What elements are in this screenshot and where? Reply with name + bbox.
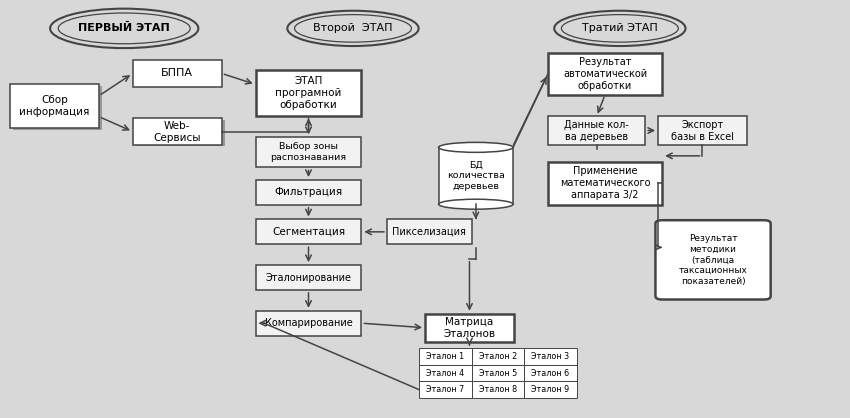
Text: Фильтрация: Фильтрация	[275, 187, 343, 197]
FancyBboxPatch shape	[14, 86, 102, 130]
Text: Тратий ЭТАП: Тратий ЭТАП	[582, 23, 658, 33]
FancyBboxPatch shape	[472, 365, 524, 381]
Text: Второй  ЭТАП: Второй ЭТАП	[314, 23, 393, 33]
FancyBboxPatch shape	[425, 314, 514, 342]
Text: Эталон 7: Эталон 7	[426, 385, 464, 394]
FancyBboxPatch shape	[548, 162, 662, 205]
FancyBboxPatch shape	[548, 116, 645, 145]
Text: Эталон 2: Эталон 2	[479, 352, 517, 361]
FancyBboxPatch shape	[419, 381, 472, 398]
Text: Экспорт
базы в Excel: Экспорт базы в Excel	[671, 120, 734, 142]
FancyBboxPatch shape	[524, 348, 576, 365]
Text: Эталон 3: Эталон 3	[531, 352, 570, 361]
Text: Сегментация: Сегментация	[272, 227, 345, 237]
Text: БППА: БППА	[162, 69, 193, 79]
FancyBboxPatch shape	[419, 348, 472, 365]
Text: Результат
автоматической
обработки: Результат автоматической обработки	[563, 57, 647, 91]
FancyBboxPatch shape	[472, 381, 524, 398]
FancyBboxPatch shape	[524, 381, 576, 398]
FancyBboxPatch shape	[256, 311, 361, 336]
FancyBboxPatch shape	[133, 60, 222, 87]
Text: Эталон 5: Эталон 5	[479, 369, 517, 377]
Text: Выбор зоны
распознавания: Выбор зоны распознавания	[270, 143, 347, 162]
Text: Эталон 4: Эталон 4	[426, 369, 464, 377]
FancyBboxPatch shape	[256, 219, 361, 244]
Polygon shape	[439, 148, 513, 204]
Text: БД
количества
деревьев: БД количества деревьев	[447, 161, 505, 191]
Text: Эталон 8: Эталон 8	[479, 385, 517, 394]
FancyBboxPatch shape	[419, 365, 472, 381]
Text: Эталон 9: Эталон 9	[531, 385, 570, 394]
FancyBboxPatch shape	[658, 116, 747, 145]
FancyBboxPatch shape	[548, 53, 662, 95]
Text: Матрица
Эталонов: Матрица Эталонов	[444, 317, 496, 339]
FancyBboxPatch shape	[655, 220, 771, 300]
FancyBboxPatch shape	[387, 219, 472, 244]
Text: Сбор
информация: Сбор информация	[20, 95, 89, 117]
FancyBboxPatch shape	[133, 118, 222, 145]
FancyBboxPatch shape	[136, 120, 225, 146]
Text: Эталон 1: Эталон 1	[426, 352, 464, 361]
Text: Пикселизация: Пикселизация	[393, 227, 466, 237]
Text: ПЕРВЫЙ ЭТАП: ПЕРВЫЙ ЭТАП	[78, 23, 170, 33]
Text: Эталонирование: Эталонирование	[265, 273, 352, 283]
Ellipse shape	[439, 199, 513, 209]
Text: Данные кол-
ва деревьев: Данные кол- ва деревьев	[564, 120, 629, 142]
Text: Компарирование: Компарирование	[264, 318, 353, 328]
Text: Результат
методики
(таблица
таксационных
показателей): Результат методики (таблица таксационных…	[678, 234, 747, 286]
Text: ЭТАП
програмной
обработки: ЭТАП програмной обработки	[275, 76, 342, 110]
Text: Web-
Сервисы: Web- Сервисы	[154, 120, 201, 143]
FancyBboxPatch shape	[256, 70, 361, 115]
FancyBboxPatch shape	[256, 137, 361, 168]
Text: Применение
математического
аппарата 3/2: Применение математического аппарата 3/2	[560, 166, 650, 201]
FancyBboxPatch shape	[472, 348, 524, 365]
Ellipse shape	[439, 143, 513, 152]
FancyBboxPatch shape	[10, 84, 99, 128]
FancyBboxPatch shape	[256, 265, 361, 290]
Text: Эталон 6: Эталон 6	[531, 369, 570, 377]
FancyBboxPatch shape	[524, 365, 576, 381]
FancyBboxPatch shape	[256, 180, 361, 205]
